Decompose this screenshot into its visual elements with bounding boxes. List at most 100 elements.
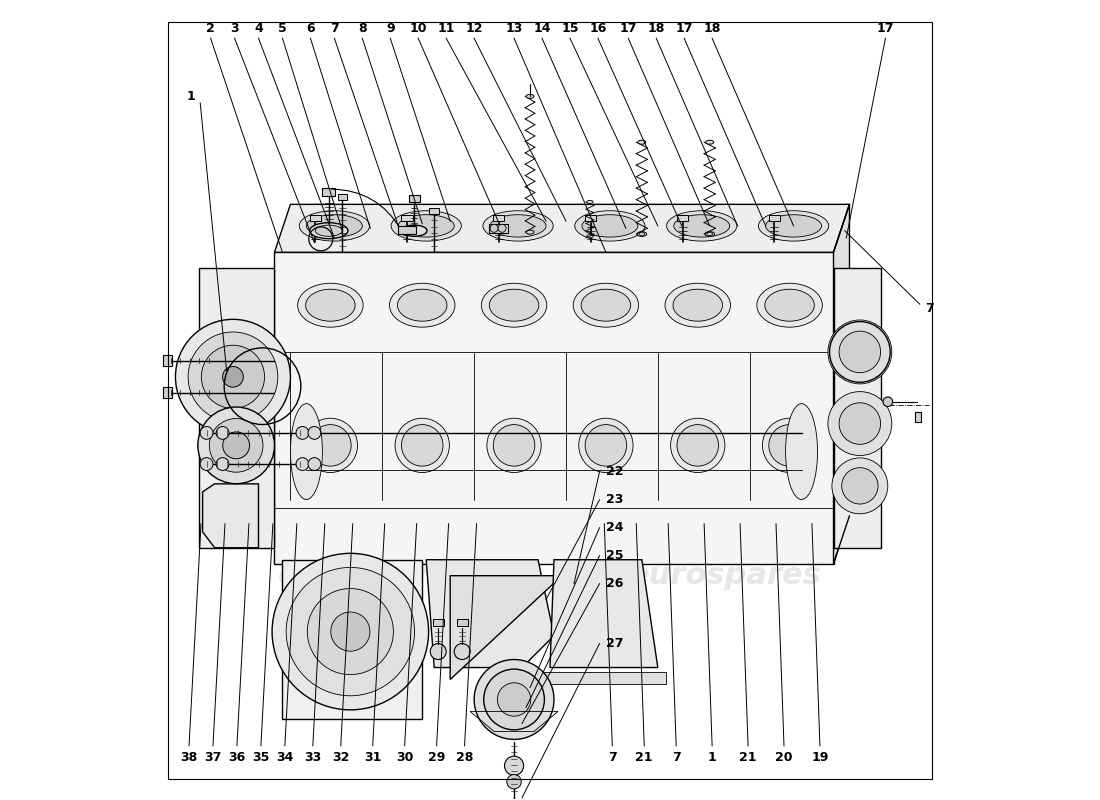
Text: 7: 7 <box>672 751 681 764</box>
Ellipse shape <box>705 232 715 237</box>
Circle shape <box>307 589 394 674</box>
Text: 25: 25 <box>606 550 624 562</box>
Bar <box>432 619 443 626</box>
Ellipse shape <box>402 425 443 466</box>
Ellipse shape <box>586 234 593 238</box>
Circle shape <box>201 346 265 409</box>
Text: 33: 33 <box>305 751 321 764</box>
Text: 32: 32 <box>332 751 350 764</box>
Ellipse shape <box>757 283 823 327</box>
Text: 13: 13 <box>505 22 522 35</box>
Text: 23: 23 <box>606 494 624 506</box>
Ellipse shape <box>389 283 455 327</box>
Bar <box>769 214 780 221</box>
Circle shape <box>331 612 370 651</box>
Text: 1: 1 <box>186 90 195 103</box>
Text: 10: 10 <box>409 22 427 35</box>
Ellipse shape <box>526 230 534 234</box>
Ellipse shape <box>290 404 322 499</box>
Circle shape <box>272 554 429 710</box>
Polygon shape <box>450 576 562 679</box>
Text: 19: 19 <box>811 751 828 764</box>
Ellipse shape <box>671 418 725 473</box>
Text: 4: 4 <box>254 22 263 35</box>
Polygon shape <box>275 252 834 564</box>
Polygon shape <box>538 671 666 683</box>
Circle shape <box>839 331 881 373</box>
Circle shape <box>308 458 321 470</box>
Text: 5: 5 <box>278 22 287 35</box>
Bar <box>585 214 596 221</box>
Ellipse shape <box>673 290 723 321</box>
Ellipse shape <box>309 425 351 466</box>
Circle shape <box>839 402 881 444</box>
Text: 35: 35 <box>252 751 270 764</box>
Ellipse shape <box>398 214 454 237</box>
Polygon shape <box>202 484 258 548</box>
Bar <box>915 413 922 422</box>
Bar <box>429 207 439 214</box>
Circle shape <box>198 407 275 484</box>
Circle shape <box>217 458 229 470</box>
Text: 6: 6 <box>306 22 315 35</box>
Ellipse shape <box>482 283 547 327</box>
Ellipse shape <box>582 214 638 237</box>
Ellipse shape <box>402 225 427 236</box>
Text: 7: 7 <box>608 751 617 764</box>
Ellipse shape <box>392 210 461 241</box>
Text: 18: 18 <box>648 22 664 35</box>
Circle shape <box>505 756 524 775</box>
Polygon shape <box>550 560 658 667</box>
Text: eurospares: eurospares <box>629 561 822 590</box>
Circle shape <box>209 418 263 472</box>
Text: 1: 1 <box>707 751 716 764</box>
Text: 21: 21 <box>636 751 653 764</box>
Ellipse shape <box>637 232 647 237</box>
Ellipse shape <box>490 290 539 321</box>
Circle shape <box>217 426 229 439</box>
Circle shape <box>842 468 878 504</box>
Ellipse shape <box>667 210 737 241</box>
Text: eurospares: eurospares <box>278 242 471 270</box>
Text: eurospares: eurospares <box>278 561 471 590</box>
Bar <box>408 194 420 202</box>
Ellipse shape <box>585 425 627 466</box>
Ellipse shape <box>706 140 714 144</box>
Ellipse shape <box>395 418 450 473</box>
Text: 12: 12 <box>465 22 483 35</box>
Ellipse shape <box>304 418 358 473</box>
Ellipse shape <box>764 290 814 321</box>
Ellipse shape <box>575 210 645 241</box>
Circle shape <box>222 366 243 387</box>
Circle shape <box>200 426 213 439</box>
Bar <box>398 226 416 234</box>
Text: 22: 22 <box>606 466 624 478</box>
Ellipse shape <box>316 225 342 236</box>
Text: 27: 27 <box>606 637 624 650</box>
Text: 9: 9 <box>386 22 395 35</box>
Bar <box>322 188 335 196</box>
Text: 16: 16 <box>590 22 606 35</box>
Ellipse shape <box>638 140 646 144</box>
Ellipse shape <box>758 210 828 241</box>
Text: 30: 30 <box>396 751 414 764</box>
Circle shape <box>491 224 498 232</box>
Polygon shape <box>275 204 849 252</box>
Text: 15: 15 <box>561 22 579 35</box>
Polygon shape <box>426 560 554 667</box>
Circle shape <box>222 432 250 458</box>
Bar <box>493 214 505 221</box>
Circle shape <box>308 426 321 439</box>
Circle shape <box>176 319 290 434</box>
Ellipse shape <box>307 214 362 237</box>
Ellipse shape <box>676 425 718 466</box>
Ellipse shape <box>674 214 729 237</box>
Circle shape <box>430 643 447 659</box>
Text: 34: 34 <box>276 751 294 764</box>
Text: 18: 18 <box>703 22 720 35</box>
Text: 17: 17 <box>675 22 693 35</box>
Polygon shape <box>199 268 275 548</box>
Text: 20: 20 <box>776 751 793 764</box>
Bar <box>488 223 508 233</box>
Circle shape <box>286 567 415 696</box>
